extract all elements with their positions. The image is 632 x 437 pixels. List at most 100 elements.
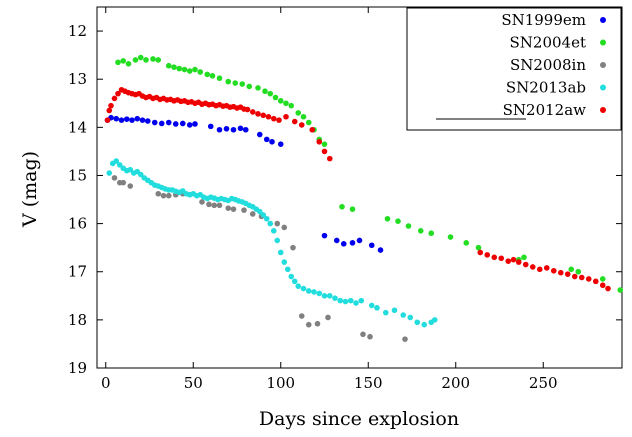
data-point-sn2012aw	[111, 95, 118, 102]
data-point-sn2012aw	[592, 278, 599, 285]
y-axis-title: V (mag)	[19, 151, 41, 228]
data-point-sn2008in	[241, 207, 247, 213]
data-point-sn2004et	[246, 83, 253, 90]
legend-label-sn2012aw: SN2012aw	[503, 101, 587, 119]
data-point-sn2008in	[199, 199, 205, 205]
data-point-sn2004et	[267, 90, 274, 97]
data-point-sn2013ab	[342, 298, 349, 305]
data-point-sn2012aw	[270, 115, 277, 122]
data-point-sn2013ab	[256, 208, 263, 215]
data-point-sn2004et	[171, 64, 177, 70]
data-point-sn2013ab	[326, 293, 333, 299]
data-point-sn2004et	[186, 68, 193, 74]
legend-marker-sn1999em	[600, 17, 606, 23]
data-point-sn2004et	[143, 57, 149, 63]
data-point-sn2004et	[321, 141, 328, 147]
data-point-sn2008in	[298, 313, 305, 319]
data-point-sn2012aw	[291, 118, 298, 125]
y-tick-label: 18	[68, 311, 87, 329]
data-points	[104, 54, 624, 342]
legend-marker-sn2004et	[600, 39, 606, 46]
data-point-sn2012aw	[571, 273, 578, 280]
data-point-sn2013ab	[116, 162, 123, 168]
data-point-sn1999em	[186, 122, 193, 128]
y-tick-label: 16	[68, 215, 87, 233]
data-point-sn2004et	[349, 206, 356, 212]
x-tick-label: 150	[354, 374, 383, 392]
x-tick-label: 50	[184, 374, 203, 392]
data-point-sn2012aw	[283, 113, 289, 120]
data-point-sn2004et	[120, 58, 127, 64]
data-point-sn2012aw	[477, 249, 484, 256]
data-point-sn1999em	[256, 131, 263, 138]
data-point-sn2008in	[249, 211, 256, 217]
data-point-sn2004et	[405, 223, 412, 229]
data-point-sn2004et	[447, 234, 454, 240]
data-point-sn1999em	[237, 125, 244, 132]
legend-marker-sn2012aw	[600, 107, 606, 113]
plot-frame	[96, 6, 623, 369]
y-tick-label: 14	[68, 118, 87, 136]
data-point-sn2012aw	[309, 126, 316, 133]
data-point-sn2008in	[290, 244, 296, 251]
data-point-sn2013ab	[414, 319, 421, 326]
data-point-sn1999em	[172, 121, 179, 127]
data-point-sn2004et	[125, 60, 132, 67]
data-point-sn2012aw	[484, 252, 491, 258]
data-point-sn1999em	[165, 119, 172, 126]
data-point-sn2004et	[339, 203, 345, 210]
data-point-sn2013ab	[316, 290, 323, 297]
data-point-sn2004et	[262, 88, 268, 95]
data-point-sn2013ab	[106, 170, 113, 176]
data-point-sn2012aw	[244, 106, 251, 113]
data-point-sn2013ab	[353, 300, 359, 306]
legend: SN1999em SN2004et SN2008in SN2013ab SN2012aw	[406, 7, 622, 131]
x-tick-label: 250	[529, 374, 558, 392]
data-point-sn1999em	[192, 121, 198, 127]
data-point-sn2013ab	[300, 285, 307, 292]
data-point-sn2012aw	[104, 117, 111, 123]
data-point-sn2013ab	[421, 321, 428, 328]
legend-marker-sn2013ab	[600, 84, 606, 91]
data-point-sn2004et	[300, 113, 307, 120]
data-point-sn2004et	[239, 81, 246, 87]
data-point-sn2012aw	[564, 271, 571, 277]
data-point-sn2013ab	[291, 278, 298, 285]
data-point-sn2008in	[274, 220, 281, 227]
data-point-sn2012aw	[316, 138, 323, 145]
data-point-sn2012aw	[515, 259, 522, 265]
x-tick-label: 0	[101, 374, 111, 392]
data-point-sn1999em	[242, 126, 249, 133]
data-point-sn1999em	[139, 117, 146, 123]
y-tick-label: 12	[68, 22, 87, 40]
data-point-sn2008in	[360, 331, 366, 338]
data-point-sn2004et	[132, 57, 139, 63]
data-point-sn2004et	[204, 71, 211, 78]
data-point-sn2004et	[475, 244, 482, 251]
data-point-sn2013ab	[270, 228, 277, 234]
data-point-sn2012aw	[260, 112, 267, 119]
data-point-sn1999em	[377, 247, 384, 253]
data-point-sn2012aw	[550, 267, 557, 274]
data-point-sn2013ab	[368, 302, 375, 309]
data-point-sn2013ab	[288, 273, 295, 280]
data-point-sn2012aw	[529, 264, 536, 270]
data-point-sn1999em	[216, 126, 223, 133]
data-point-sn2008in	[127, 183, 134, 189]
data-point-sn1999em	[179, 120, 186, 127]
legend-box	[406, 7, 622, 131]
data-point-sn2004et	[115, 59, 121, 66]
data-point-sn2012aw	[326, 155, 333, 162]
x-tick-label: 200	[441, 374, 470, 392]
data-point-sn2012aw	[543, 265, 550, 271]
data-point-sn2004et	[305, 119, 312, 126]
data-point-sn2012aw	[298, 122, 305, 128]
data-point-sn1999em	[263, 136, 270, 143]
data-point-sn2008in	[367, 333, 373, 340]
y-tick-label: 15	[68, 166, 87, 184]
data-point-sn2004et	[283, 100, 289, 107]
data-point-sn1999em	[269, 138, 275, 145]
legend-marker-sn2008in	[600, 62, 606, 68]
data-point-sn2008in	[160, 192, 167, 199]
legend-label-sn2008in: SN2008in	[510, 56, 586, 74]
